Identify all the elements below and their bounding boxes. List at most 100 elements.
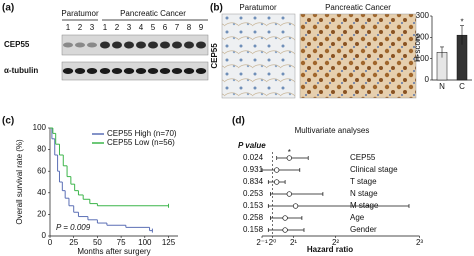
band bbox=[87, 42, 97, 48]
panel-label: (b) bbox=[210, 3, 223, 14]
y-tick-label: 100 bbox=[416, 54, 430, 63]
row-label: α-tubulin bbox=[4, 66, 38, 75]
p-value: 0.834 bbox=[243, 177, 264, 186]
band bbox=[183, 68, 195, 74]
band bbox=[62, 68, 74, 74]
hazard-point bbox=[286, 191, 292, 197]
annotation: P = 0.009 bbox=[56, 223, 91, 232]
lane-number: 3 bbox=[90, 23, 95, 32]
x-tick-label: N bbox=[439, 82, 445, 91]
column-header: P value bbox=[238, 141, 266, 150]
hazard-point bbox=[274, 179, 280, 185]
x-tick-label: 2⁰ bbox=[269, 238, 277, 247]
y-tick-label: 80 bbox=[37, 145, 46, 154]
row-label: N stage bbox=[350, 189, 378, 198]
hazard-point bbox=[282, 215, 288, 221]
x-tick-label: 0 bbox=[48, 238, 53, 247]
row-label: T stage bbox=[350, 177, 377, 186]
x-tick-label: C bbox=[459, 82, 465, 91]
row-label: CEP55 bbox=[350, 153, 376, 162]
row-label: M stage bbox=[350, 201, 379, 210]
row-label: Age bbox=[350, 213, 365, 222]
row-label: Gender bbox=[350, 225, 377, 234]
band bbox=[171, 68, 183, 74]
y-tick-label: 200 bbox=[416, 32, 430, 41]
lane-number: 7 bbox=[175, 23, 180, 32]
band bbox=[112, 41, 122, 49]
y-tick-label: 0 bbox=[42, 231, 47, 240]
group-label: Pancreatic Cancer bbox=[120, 9, 186, 18]
x-tick-label: 125 bbox=[162, 238, 176, 247]
lane-number: 5 bbox=[151, 23, 156, 32]
p-value: 0.153 bbox=[243, 201, 264, 210]
panel-label: (a) bbox=[2, 3, 14, 14]
band bbox=[124, 41, 134, 49]
x-tick-label: 2⁻¹ bbox=[256, 238, 268, 247]
legend-label: CEP55 Low (n=56) bbox=[107, 138, 175, 147]
y-axis-label: Overall survival rate (%) bbox=[15, 139, 24, 225]
x-tick-label: 75 bbox=[117, 238, 126, 247]
p-value: 0.258 bbox=[243, 213, 264, 222]
band bbox=[184, 41, 194, 49]
band bbox=[99, 68, 111, 74]
y-tick-label: 300 bbox=[416, 11, 430, 20]
band bbox=[160, 41, 170, 49]
lane-number: 1 bbox=[103, 23, 108, 32]
lane-number: 1 bbox=[66, 23, 71, 32]
band bbox=[123, 68, 135, 74]
y-tick-label: 100 bbox=[33, 123, 47, 132]
band bbox=[100, 41, 110, 49]
group-label: Paratumor bbox=[61, 9, 99, 18]
x-tick-label: 50 bbox=[93, 238, 102, 247]
band bbox=[63, 42, 73, 48]
annotation: * bbox=[288, 148, 291, 157]
panel-label: (c) bbox=[2, 116, 14, 127]
row-label: CEP55 bbox=[4, 40, 30, 49]
stain-label: CEP55 bbox=[210, 43, 219, 69]
band bbox=[135, 68, 147, 74]
band bbox=[147, 68, 159, 74]
blot-frame bbox=[61, 61, 209, 81]
p-value: 0.931 bbox=[243, 165, 264, 174]
hazard-point bbox=[286, 155, 292, 161]
lane-number: 4 bbox=[139, 23, 144, 32]
p-value: 0.024 bbox=[243, 153, 264, 162]
band bbox=[148, 41, 158, 49]
band bbox=[196, 41, 206, 49]
x-tick-label: 25 bbox=[69, 238, 78, 247]
lane-number: 8 bbox=[187, 23, 192, 32]
lane-number: 2 bbox=[115, 23, 120, 32]
y-axis-label: H-score bbox=[413, 33, 422, 62]
y-tick-label: 0 bbox=[425, 75, 430, 84]
band bbox=[195, 68, 207, 74]
band bbox=[74, 68, 86, 74]
lane-number: 6 bbox=[163, 23, 168, 32]
ihc-image bbox=[221, 13, 296, 99]
hazard-point bbox=[292, 203, 299, 209]
band bbox=[111, 68, 123, 74]
hazard-point bbox=[282, 227, 288, 233]
chart-title: Multivariate analyses bbox=[295, 126, 370, 135]
x-axis-label: Hazard ratio bbox=[307, 245, 353, 254]
lane-number: 9 bbox=[199, 23, 204, 32]
band bbox=[86, 68, 98, 74]
y-tick-label: 20 bbox=[37, 210, 46, 219]
p-value: 0.158 bbox=[243, 225, 264, 234]
x-tick-label: 100 bbox=[138, 238, 152, 247]
p-value: 0.253 bbox=[243, 189, 264, 198]
band bbox=[75, 42, 85, 48]
x-axis-label: Months after surgery bbox=[77, 247, 150, 256]
lane-number: 3 bbox=[127, 23, 132, 32]
blot-frame bbox=[61, 34, 209, 56]
ihc-image bbox=[299, 13, 417, 99]
band bbox=[172, 41, 182, 49]
legend-label: CEP55 High (n=70) bbox=[107, 129, 177, 138]
x-tick-label: 2² bbox=[332, 238, 339, 247]
row-label: Clinical stage bbox=[350, 165, 398, 174]
image-title: Pancreatic Cancer bbox=[325, 3, 391, 12]
y-tick-label: 40 bbox=[37, 188, 46, 197]
band bbox=[136, 41, 146, 49]
x-tick-label: 2³ bbox=[416, 238, 423, 247]
y-tick-label: 60 bbox=[37, 166, 46, 175]
